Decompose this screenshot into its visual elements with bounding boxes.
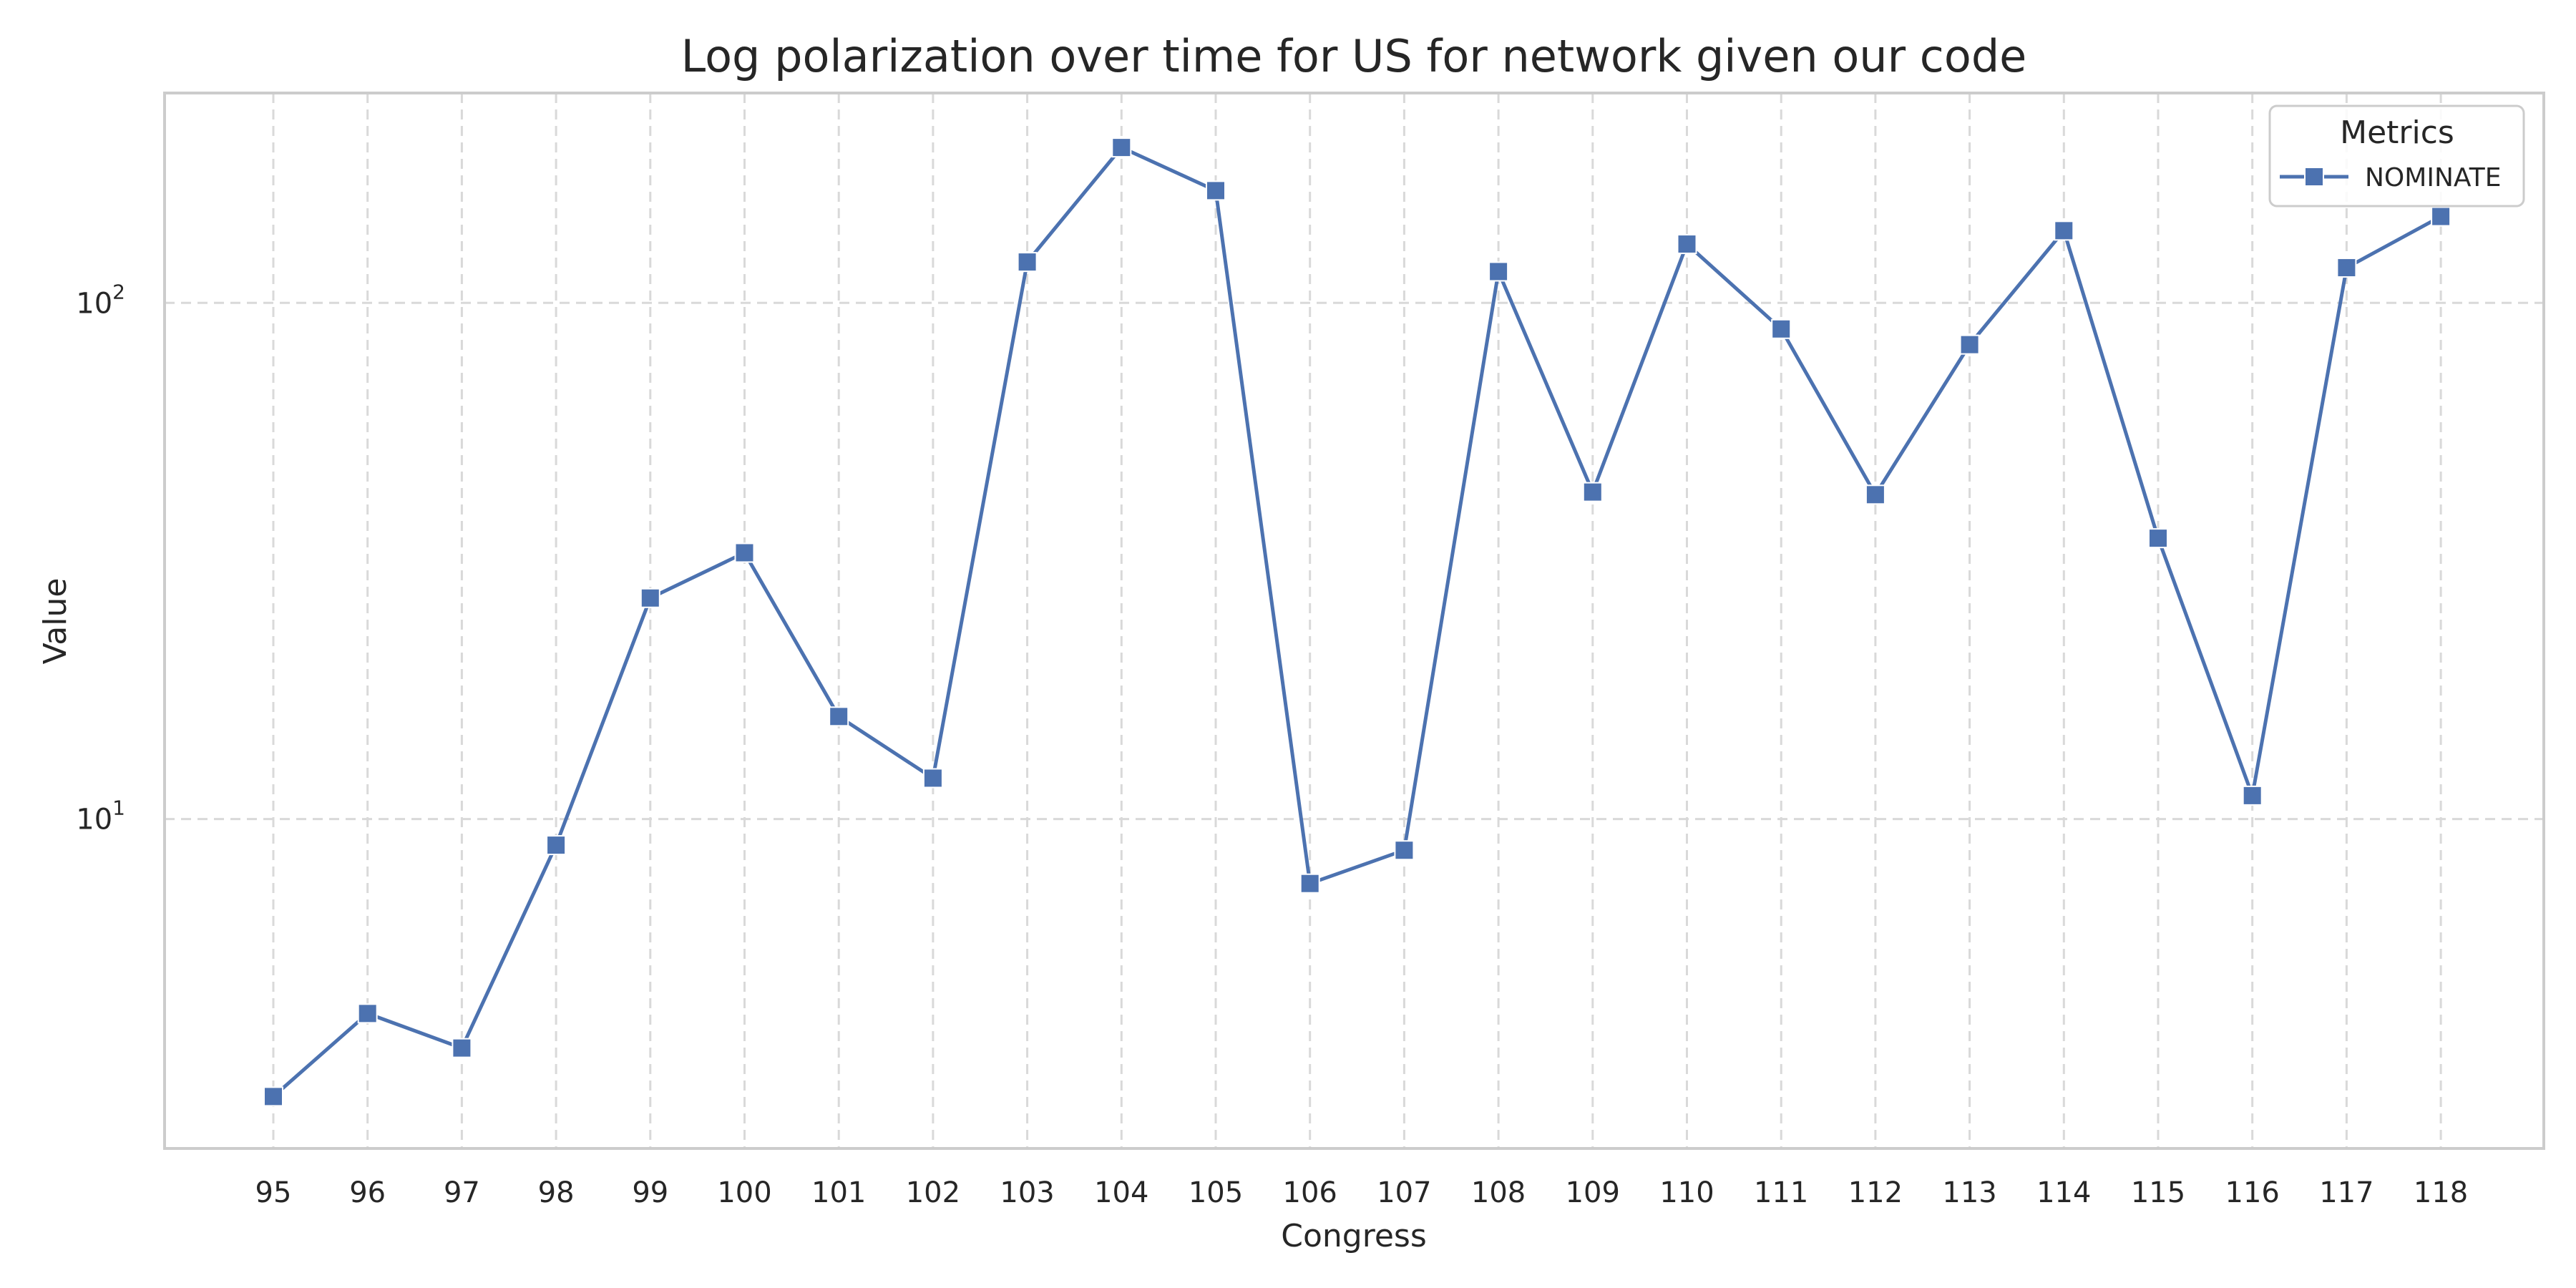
x-tick-label: 114 <box>2036 1176 2091 1209</box>
x-tick-label: 103 <box>1000 1176 1054 1209</box>
chart-title: Log polarization over time for US for ne… <box>681 30 2027 82</box>
y-tick-labels: 101 102 <box>76 280 125 836</box>
x-tick-label: 109 <box>1566 1176 1620 1209</box>
y-axis-label: Value <box>37 578 74 665</box>
data-point <box>2431 206 2451 227</box>
data-point <box>2054 220 2074 241</box>
x-axis-label: Congress <box>1281 1218 1427 1254</box>
data-point <box>546 835 567 856</box>
data-point <box>263 1086 283 1107</box>
legend-box <box>2268 104 2525 208</box>
data-point <box>1959 334 1980 355</box>
x-tick-label: 102 <box>906 1176 960 1209</box>
x-tick-label: 113 <box>1942 1176 1996 1209</box>
y-tick-label: 102 <box>76 280 125 320</box>
x-tick-label: 108 <box>1471 1176 1526 1209</box>
x-tick-label: 104 <box>1094 1176 1148 1209</box>
legend: Metrics NOMINATE <box>2268 104 2525 208</box>
data-point <box>1017 252 1038 273</box>
y-tick-label: 101 <box>76 796 125 836</box>
x-tick-label: 96 <box>349 1176 386 1209</box>
x-tick-label: 105 <box>1189 1176 1243 1209</box>
x-tick-label: 116 <box>2225 1176 2280 1209</box>
data-point <box>1582 482 1603 502</box>
data-point <box>357 1003 378 1024</box>
data-point <box>1771 318 1792 339</box>
data-point <box>829 706 849 727</box>
x-tick-label: 101 <box>811 1176 866 1209</box>
x-tick-label: 112 <box>1848 1176 1903 1209</box>
x-tick-label: 98 <box>538 1176 575 1209</box>
x-tick-label: 115 <box>2131 1176 2185 1209</box>
data-point <box>2148 528 2168 549</box>
x-tick-label: 97 <box>444 1176 480 1209</box>
plot-frame <box>163 92 2545 1150</box>
data-point <box>734 542 755 563</box>
data-point <box>452 1038 472 1058</box>
x-tick-label: 107 <box>1377 1176 1431 1209</box>
grid <box>165 93 2544 1148</box>
data-point <box>640 587 660 608</box>
legend-title: Metrics <box>2340 114 2454 151</box>
data-point <box>2336 258 2357 278</box>
legend-label-nominate: NOMINATE <box>2365 163 2501 192</box>
x-tick-label: 118 <box>2414 1176 2468 1209</box>
x-tick-label: 99 <box>632 1176 668 1209</box>
data-point <box>1206 180 1226 201</box>
data-point <box>1394 840 1415 861</box>
x-tick-label: 95 <box>255 1176 292 1209</box>
x-tick-label: 111 <box>1754 1176 1808 1209</box>
x-tick-labels: 95 96 97 98 99 100 101 102 103 104 105 106 107 108 109… <box>255 1176 2469 1209</box>
data-point <box>1111 137 1132 158</box>
data-point <box>1865 484 1885 505</box>
legend-marker <box>2304 167 2324 187</box>
x-tick-label: 106 <box>1283 1176 1337 1209</box>
series-layer <box>263 137 2451 1107</box>
data-point <box>2242 785 2263 806</box>
x-tick-label: 110 <box>1659 1176 1714 1209</box>
data-point <box>1677 234 1697 255</box>
x-tick-label: 117 <box>2319 1176 2373 1209</box>
data-point <box>922 768 943 789</box>
x-tick-label: 100 <box>717 1176 771 1209</box>
data-point <box>1299 873 1320 894</box>
data-point <box>1488 261 1509 282</box>
series-line <box>272 145 2442 1098</box>
